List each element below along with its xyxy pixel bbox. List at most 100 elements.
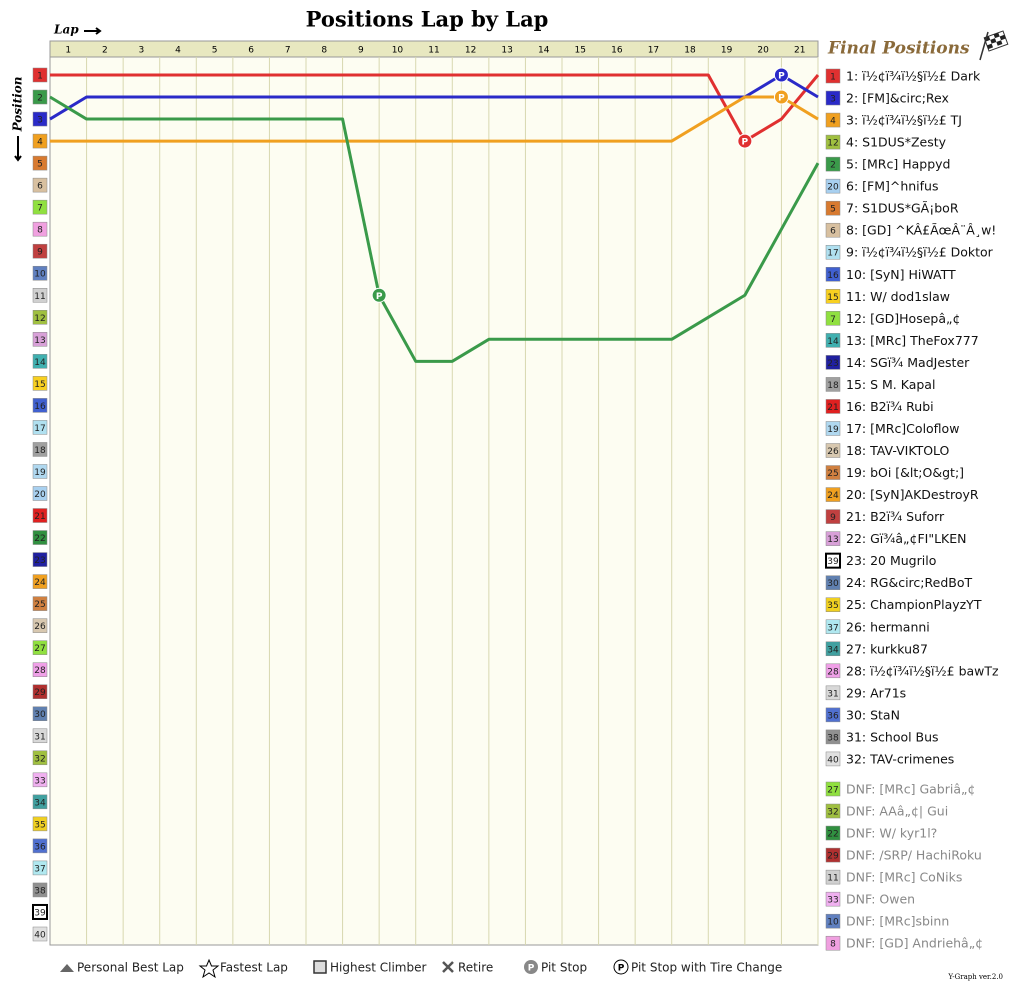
position-line (49, 73, 819, 121)
lap-header (49, 40, 819, 58)
x-tick-label: 21 (794, 46, 805, 56)
y-axis-label: Position (11, 77, 25, 133)
legend-icon-label: P (618, 964, 625, 974)
legend-label: Pit Stop (541, 961, 587, 975)
y-tick-box (32, 794, 48, 810)
final-name: 21: B2ï¾ Suforr (846, 509, 945, 524)
y-tick-box (32, 596, 48, 611)
final-box (825, 847, 841, 863)
y-tick-box (32, 354, 48, 369)
final-name: DNF: W/ kyr1l? (846, 826, 937, 841)
y-tick-box (32, 750, 48, 766)
final-box (825, 619, 841, 634)
final-box (825, 869, 841, 885)
y-tick-label: 27 (34, 644, 45, 654)
final-start: 11 (827, 874, 838, 884)
y-tick-box (32, 816, 48, 832)
final-start: 8 (830, 940, 836, 950)
y-tick-label: 23 (34, 556, 45, 566)
final-box (825, 935, 841, 951)
final-name: DNF: [MRc] CoNiks (846, 870, 962, 885)
y-tick-box (32, 574, 48, 589)
pit-marker (773, 67, 789, 83)
final-start: 32 (827, 808, 838, 818)
y-tick-label: 12 (34, 314, 45, 324)
y-tick-box (32, 155, 48, 171)
final-name: DNF: [MRc]sbinn (846, 914, 949, 929)
final-name: 11: W/ dod1slaw (846, 289, 950, 304)
final-box (825, 267, 841, 282)
y-tick-box (32, 243, 48, 259)
y-tick-box (32, 882, 48, 898)
final-box (825, 377, 841, 392)
y-tick-label: 6 (37, 182, 43, 192)
final-name: 2: [FM]&circ;Rex (846, 91, 949, 106)
y-tick-box (32, 376, 48, 391)
x-tick-label: 9 (358, 46, 364, 56)
final-start: 25 (827, 469, 838, 479)
y-tick-label: 26 (34, 622, 46, 632)
y-tick-box (32, 133, 48, 149)
final-start: 38 (827, 733, 839, 743)
final-name: 9: ï½¢ï¾ï½§ï½£ Doktor (846, 245, 994, 260)
final-start: 12 (827, 139, 838, 149)
final-start: 40 (827, 755, 839, 765)
plot-area (49, 40, 819, 946)
final-box (825, 244, 841, 260)
final-name: 7: S1DUS*GÃ¡boR (846, 201, 959, 216)
final-box (825, 333, 841, 348)
final-name: DNF: /SRP/ HachiRoku (846, 848, 982, 863)
x-tick-label: 8 (321, 46, 327, 56)
y-tick-label: 22 (34, 534, 45, 544)
final-box (825, 913, 841, 929)
final-name: 15: S M. Kapal (846, 377, 935, 392)
final-start: 37 (827, 623, 838, 633)
final-box (825, 575, 841, 590)
final-box (825, 509, 841, 524)
y-arrow (14, 136, 22, 162)
x-tick-label: 16 (611, 46, 623, 56)
y-tick-box (32, 838, 48, 854)
final-box (825, 443, 841, 458)
y-tick-box (32, 486, 48, 501)
x-tick-label: 19 (721, 46, 733, 56)
final-name: 20: [SyN]AKDestroyR (846, 487, 979, 502)
y-tick-box (32, 662, 48, 677)
final-start: 35 (827, 601, 838, 611)
final-start: 14 (827, 337, 839, 347)
pit-marker (737, 133, 753, 149)
y-tick-label: 38 (34, 886, 46, 896)
position-line (49, 95, 820, 363)
final-name: 10: [SyN] HiWATT (846, 267, 956, 282)
final-box (825, 641, 841, 657)
final-start: 30 (827, 579, 839, 589)
y-tick-label: 8 (37, 226, 43, 236)
y-tick-label: 3 (37, 116, 43, 126)
pit-marker (773, 89, 789, 105)
y-tick-box (32, 706, 48, 721)
final-start: 31 (827, 689, 838, 699)
y-tick-label: 30 (34, 710, 46, 720)
final-name: 25: ChampionPlayzYT (846, 597, 982, 612)
final-box (825, 487, 841, 502)
y-tick-label: 24 (34, 578, 46, 588)
pit-marker-label: P (778, 72, 785, 82)
y-tick-label: 7 (37, 204, 43, 214)
y-tick-label: 9 (37, 248, 43, 258)
final-start: 15 (827, 293, 838, 303)
final-name: 22: Gï¾â„¢FI"LKEN (846, 531, 967, 546)
final-start: 3 (830, 95, 836, 105)
y-tick-label: 14 (34, 358, 46, 368)
final-box (825, 891, 841, 907)
y-tick-label: 29 (34, 688, 46, 698)
y-tick-box (32, 332, 48, 347)
legend-icon-label: P (528, 964, 535, 974)
y-tick-label: 1 (37, 72, 43, 82)
final-box (825, 134, 841, 150)
final-box (825, 178, 841, 194)
y-tick-box (32, 860, 48, 876)
final-start: 28 (827, 667, 839, 677)
legend-icon (524, 960, 538, 974)
x-tick-label: 1 (65, 46, 71, 56)
x-tick-label: 13 (501, 46, 512, 56)
